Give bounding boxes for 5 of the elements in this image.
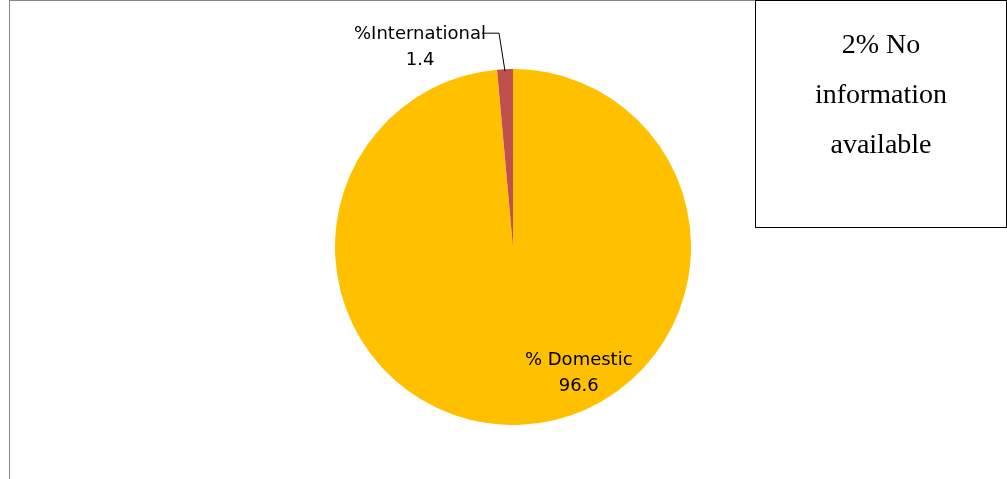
slice-label: %International [354,22,487,44]
text: 2% No information available [755,0,1007,228]
data-label: 96.6 [558,374,599,396]
slice-label: % Domestic [524,348,633,370]
data-label: 1.4 [405,48,435,70]
